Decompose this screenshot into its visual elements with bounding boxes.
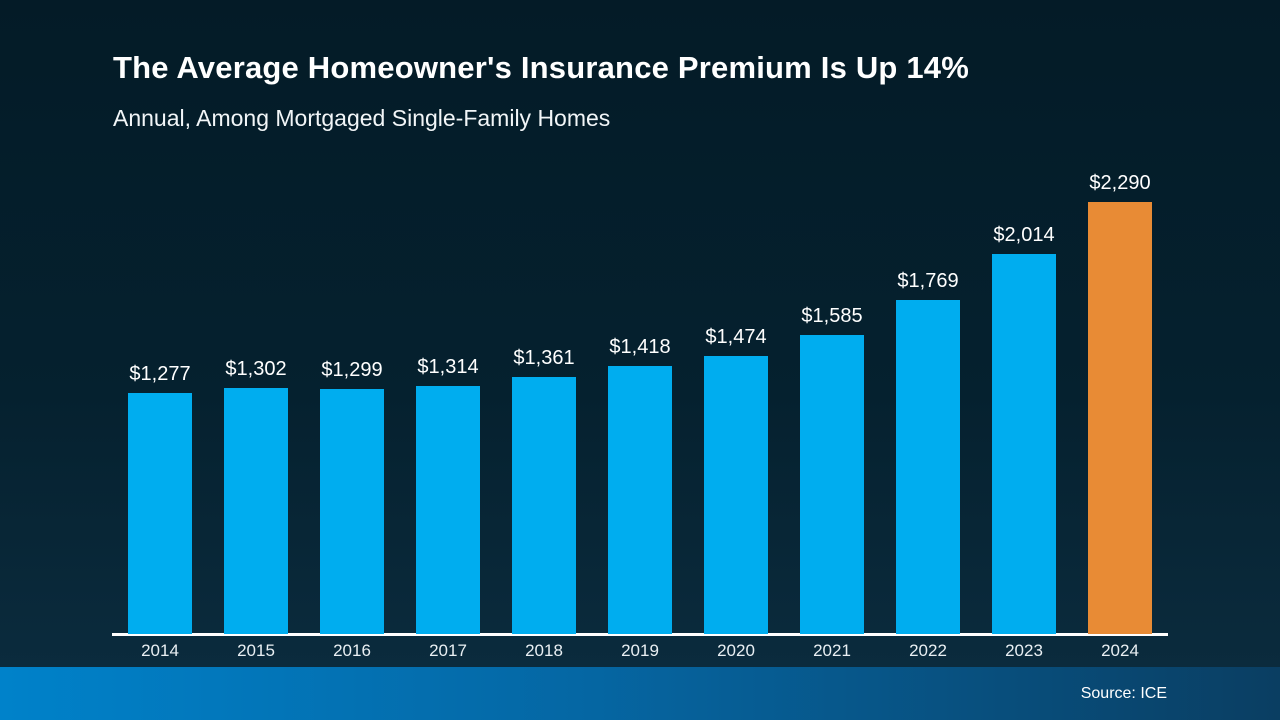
footer-bar: Source: ICE [0,667,1280,720]
year-label-2022: 2022 [909,641,947,660]
bar-2016 [320,389,384,634]
year-label-2023: 2023 [1005,641,1043,660]
chart-subtitle: Annual, Among Mortgaged Single-Family Ho… [113,105,611,131]
value-label-2021: $1,585 [801,305,863,327]
year-label-2018: 2018 [525,641,563,660]
bar-2015 [224,388,288,634]
value-label-2015: $1,302 [225,358,287,380]
chart-title: The Average Homeowner's Insurance Premiu… [113,50,970,85]
year-label-2017: 2017 [429,641,467,660]
bar-2019 [608,366,672,634]
value-label-2016: $1,299 [321,359,383,381]
year-label-2016: 2016 [333,641,371,660]
bar-2018 [512,377,576,634]
value-label-2023: $2,014 [993,224,1055,246]
bar-2014 [128,393,192,634]
value-label-2014: $1,277 [129,363,191,385]
year-label-2019: 2019 [621,641,659,660]
bar-2022 [896,300,960,634]
year-label-2020: 2020 [717,641,755,660]
year-label-2021: 2021 [813,641,851,660]
bar-2021 [800,335,864,634]
bar-2020 [704,356,768,634]
value-label-2018: $1,361 [513,347,575,369]
value-label-2022: $1,769 [897,270,959,292]
value-label-2019: $1,418 [609,336,671,358]
source-attribution: Source: ICE [1080,684,1167,702]
bar-2017 [416,386,480,634]
year-label-2015: 2015 [237,641,275,660]
bar-2023 [992,254,1056,634]
value-label-2020: $1,474 [705,326,767,348]
year-label-2024: 2024 [1101,641,1139,660]
value-label-2017: $1,314 [417,356,479,378]
year-label-2014: 2014 [141,641,179,660]
x-axis-line [112,633,1168,636]
bar-2024 [1088,202,1152,634]
value-label-2024: $2,290 [1089,172,1151,194]
